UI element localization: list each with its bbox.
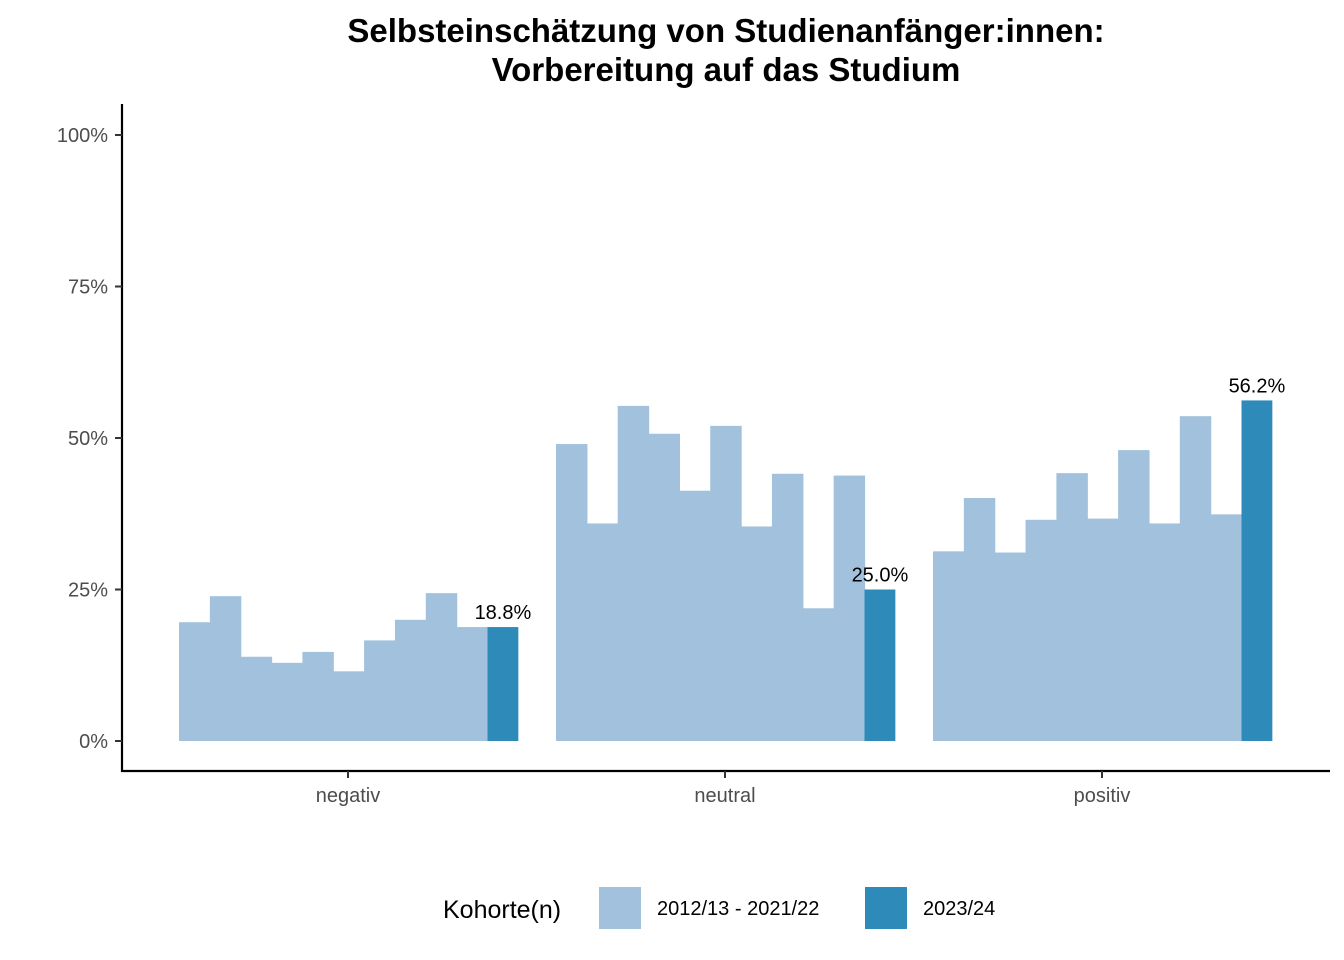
bar-historical-positiv-2 [963, 497, 996, 741]
x-tick-label-negativ: negativ [316, 785, 381, 807]
bar-historical-neutral-9 [802, 608, 835, 741]
bar-historical-negativ-2 [209, 596, 242, 741]
bar-historical-neutral-3 [617, 405, 650, 741]
y-tick-label: 25% [68, 580, 108, 602]
bar-historical-positiv-8 [1148, 523, 1181, 741]
bar-historical-positiv-10 [1210, 514, 1243, 741]
legend-title: Kohorte(n) [443, 896, 562, 924]
legend-label-current: 2023/24 [923, 898, 996, 920]
data-label-neutral: 25.0% [852, 565, 909, 587]
bar-historical-negativ-8 [394, 619, 427, 741]
bar-historical-positiv-3 [994, 552, 1027, 741]
legend-key-historical [599, 887, 641, 929]
chart-title-line-2: Vorbereitung auf das Studium [491, 51, 961, 88]
bar-historical-negativ-6 [333, 671, 365, 741]
bar-historical-neutral-2 [586, 523, 619, 741]
bar-current-negativ [487, 627, 519, 741]
legend-label-historical: 2012/13 - 2021/22 [657, 898, 820, 920]
y-tick-label: 100% [57, 125, 108, 147]
bar-historical-positiv-5 [1056, 473, 1088, 741]
x-tick-label-neutral: neutral [694, 785, 755, 807]
bar-chart: 18.8% 25.0% 56.2% 0% 25% 50% 75% 100% negativ ne… [57, 104, 1330, 807]
bar-historical-negativ-9 [425, 593, 458, 741]
bar-historical-neutral-7 [741, 526, 773, 741]
bar-historical-negativ-4 [271, 662, 303, 741]
bar-historical-negativ-7 [364, 640, 396, 741]
y-tick-label: 50% [68, 428, 108, 450]
bar-historical-neutral-4 [648, 433, 680, 741]
data-labels-group: 18.8% 25.0% 56.2% [475, 375, 1286, 624]
bar-historical-positiv-6 [1087, 518, 1119, 741]
bar-historical-negativ-5 [302, 651, 334, 741]
bar-historical-neutral-1 [556, 444, 588, 741]
x-tick-label-positiv: positiv [1074, 785, 1131, 807]
bar-historical-neutral-6 [710, 425, 742, 741]
bar-historical-positiv-9 [1179, 416, 1212, 741]
bar-historical-neutral-10 [833, 475, 866, 741]
y-tick-label: 0% [79, 731, 108, 753]
bar-historical-neutral-8 [771, 473, 804, 741]
axes-group: 0% 25% 50% 75% 100% negativ neutral positiv [57, 104, 1330, 807]
bar-current-neutral [864, 589, 896, 741]
bar-historical-positiv-1 [933, 551, 965, 741]
bar-historical-neutral-5 [679, 490, 711, 741]
chart-title-line-1: Selbsteinschätzung von Studienanfänger:i… [347, 12, 1105, 49]
y-tick-label: 75% [68, 277, 108, 299]
bars-group [179, 400, 1273, 741]
bar-historical-negativ-1 [179, 622, 211, 741]
bar-historical-positiv-4 [1025, 519, 1057, 741]
data-label-negativ: 18.8% [475, 602, 532, 624]
bar-historical-negativ-10 [456, 627, 489, 741]
legend: Kohorte(n) 2012/13 - 2021/22 2023/24 [0, 884, 1344, 932]
bar-historical-positiv-7 [1118, 450, 1150, 741]
data-label-positiv: 56.2% [1229, 375, 1286, 397]
legend-key-current [865, 887, 907, 929]
bar-current-positiv [1241, 400, 1273, 741]
bar-historical-negativ-3 [240, 656, 273, 741]
